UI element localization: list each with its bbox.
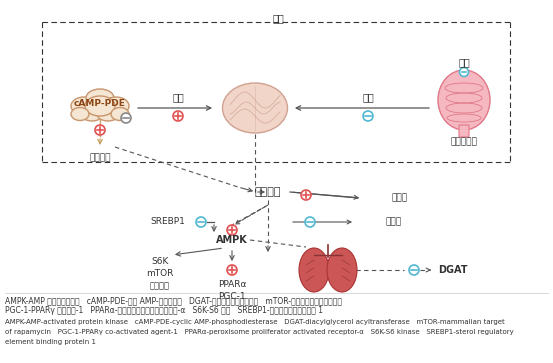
Circle shape	[301, 190, 311, 200]
Circle shape	[227, 265, 237, 275]
Circle shape	[409, 265, 419, 275]
Text: of rapamycin   PGC-1-PPARγ co-activated agent-1   PPARα-peroxisome proliferator : of rapamycin PGC-1-PPARγ co-activated ag…	[5, 329, 514, 335]
Text: AMPK-AMP-activated protein kinase   cAMP-PDE-cyclic AMP-phosphodiesterase   DGAT: AMPK-AMP-activated protein kinase cAMP-P…	[5, 319, 505, 325]
Text: 食欲: 食欲	[272, 13, 284, 23]
Ellipse shape	[438, 70, 490, 130]
Circle shape	[121, 113, 131, 123]
Ellipse shape	[71, 107, 89, 121]
Text: 脂类: 脂类	[458, 57, 470, 67]
Text: 脂肪酸: 脂肪酸	[385, 217, 401, 227]
Text: AMPK: AMPK	[216, 235, 248, 245]
Text: AMPK-AMP 激活的蛋白激酶   cAMP-PDE-环状 AMP-磷酸二酯酶   DGAT-二酰基甘油酰基转移酶   mTOR-雷帕霉素的哺乳动物靶标: AMPK-AMP 激活的蛋白激酶 cAMP-PDE-环状 AMP-磷酸二酯酶 D…	[5, 296, 342, 305]
Ellipse shape	[327, 248, 357, 292]
Ellipse shape	[222, 83, 288, 133]
Text: S6K: S6K	[152, 257, 169, 266]
Circle shape	[173, 111, 183, 121]
Text: 胰岛素: 胰岛素	[392, 193, 408, 203]
Text: PGC-1: PGC-1	[218, 292, 246, 301]
Circle shape	[305, 217, 315, 227]
Circle shape	[95, 125, 105, 135]
Text: 白桦脂酸: 白桦脂酸	[255, 187, 281, 197]
Ellipse shape	[86, 89, 114, 107]
Circle shape	[227, 225, 237, 235]
Text: element binding protein 1: element binding protein 1	[5, 339, 96, 345]
Ellipse shape	[71, 97, 97, 115]
Circle shape	[363, 111, 373, 121]
Text: mTOR: mTOR	[147, 269, 174, 278]
Ellipse shape	[85, 96, 115, 116]
Circle shape	[196, 217, 206, 227]
FancyBboxPatch shape	[459, 125, 469, 137]
Text: 胆固醇吸收: 胆固醇吸收	[451, 138, 477, 147]
Text: PPARα: PPARα	[218, 280, 246, 289]
Ellipse shape	[81, 107, 103, 121]
Ellipse shape	[97, 107, 119, 121]
Text: 食欲: 食欲	[362, 92, 374, 102]
Text: cAMP-PDE: cAMP-PDE	[74, 99, 126, 109]
Text: （下调）: （下调）	[150, 281, 170, 290]
Ellipse shape	[299, 248, 329, 292]
Text: DGAT: DGAT	[438, 265, 467, 275]
Text: 食欲: 食欲	[172, 92, 184, 102]
Circle shape	[460, 68, 468, 77]
Text: PGC-1-PPARγ 共激活剂-1   PPARα-过氧化物酶体增殖物激活受体-α   S6K-S6 激酶   SREBP1-固醇调节元件结合蛋白 1: PGC-1-PPARγ 共激活剂-1 PPARα-过氧化物酶体增殖物激活受体-α…	[5, 306, 323, 315]
Text: SREBP1: SREBP1	[150, 217, 185, 227]
Text: 脂类分解: 脂类分解	[89, 154, 111, 163]
Ellipse shape	[111, 107, 129, 121]
Ellipse shape	[103, 97, 129, 115]
